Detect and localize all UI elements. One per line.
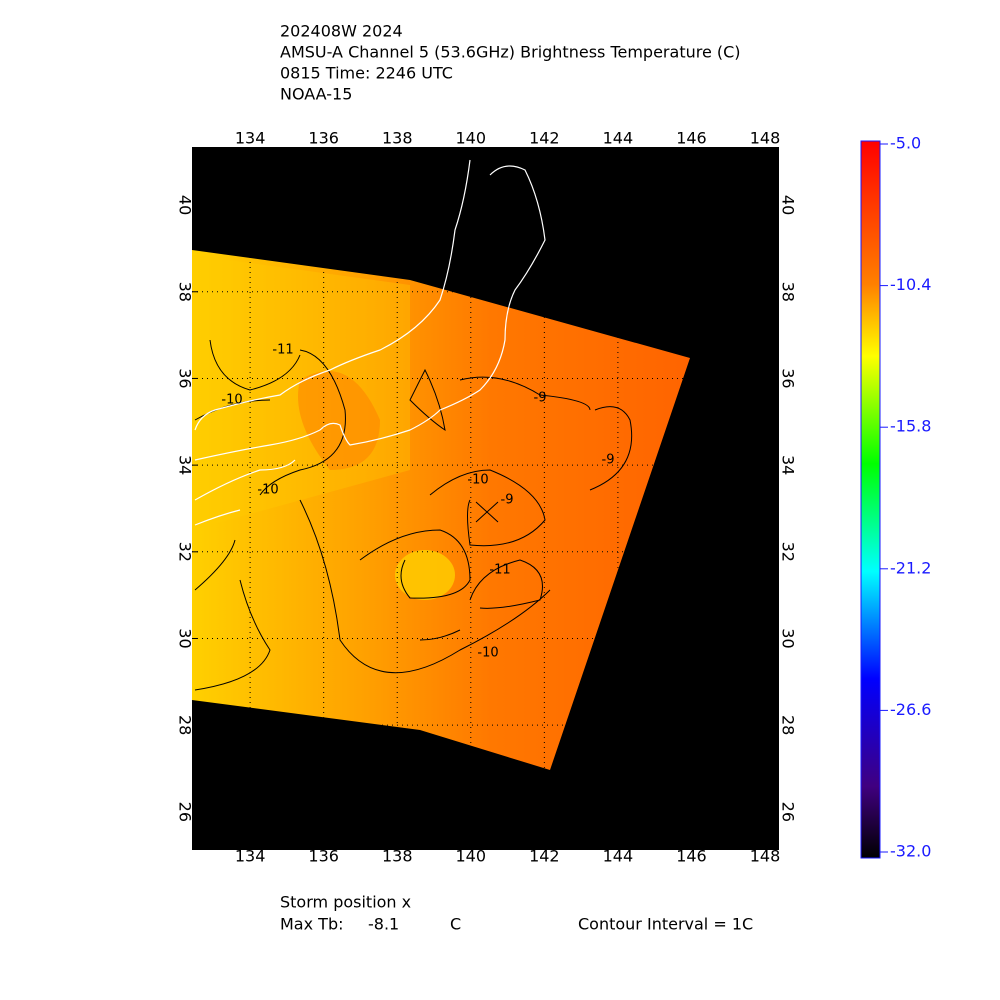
colorbar: -5.0 -10.4 -15.8 -21.2 -26.6 -32.0 (860, 134, 931, 861)
header: 202408W 2024 AMSU-A Channel 5 (53.6GHz) … (280, 22, 741, 104)
colorbar-scale (860, 140, 881, 859)
contour-label: -11 (489, 563, 510, 578)
warm-area (298, 371, 380, 470)
header-line: 0815 Time: 2246 UTC (280, 64, 453, 83)
y-tick-label: 30 (779, 628, 798, 648)
x-tick-label: 140 (456, 847, 487, 866)
contour-label: -10 (477, 646, 498, 661)
contour-label: -9 (534, 391, 547, 406)
x-tick-label: 144 (603, 847, 634, 866)
x-tick-label: 146 (676, 129, 707, 148)
colorbar-tick-label: -5.0 (890, 134, 921, 153)
colorbar-tick-label: -26.6 (890, 700, 931, 719)
map: -11 -10 -10 -9 -9 -10 -9 -11 -10 (192, 147, 779, 850)
x-tick-label: 142 (529, 847, 560, 866)
y-tick-label: 38 (779, 282, 798, 302)
header-line: AMSU-A Channel 5 (53.6GHz) Brightness Te… (280, 43, 741, 62)
contour-label: -10 (257, 483, 278, 498)
x-tick-label: 144 (603, 129, 634, 148)
coastline (194, 159, 546, 526)
y-tick-label: 26 (779, 802, 798, 822)
x-tick-label: 136 (308, 847, 339, 866)
header-line: 202408W 2024 (280, 22, 403, 41)
x-tick-label: 142 (529, 129, 560, 148)
y-tick-label: 36 (176, 368, 195, 388)
x-tick-label: 136 (308, 129, 339, 148)
x-tick-label: 146 (676, 847, 707, 866)
header-line: NOAA-15 (280, 85, 352, 104)
y-tick-label: 40 (176, 195, 195, 215)
contour-label: -9 (501, 493, 514, 508)
colorbar-tick-label: -15.8 (890, 417, 931, 436)
x-tick-label: 138 (382, 129, 413, 148)
colorbar-tick-label: -21.2 (890, 558, 931, 577)
y-tick-label: 38 (176, 282, 195, 302)
x-tick-label: 134 (235, 847, 266, 866)
y-tick-label: 32 (176, 542, 195, 562)
contour-label: -10 (221, 393, 242, 408)
max-label: Max Tb: (280, 915, 343, 934)
x-tick-label: 138 (382, 847, 413, 866)
contour-interval: Contour Interval = 1C (578, 915, 753, 934)
max-value: -8.1 (368, 915, 399, 934)
x-tick-label: 134 (235, 129, 266, 148)
colorbar-tick-label: -10.4 (890, 275, 931, 294)
cool-area (192, 255, 410, 530)
cool-area (395, 550, 455, 600)
y-tick-label: 34 (779, 455, 798, 475)
x-tick-label: 148 (750, 129, 781, 148)
x-tick-label: 140 (456, 129, 487, 148)
max-unit: C (450, 915, 461, 934)
footer: Storm position x Max Tb: -8.1 C Contour … (280, 893, 753, 934)
y-tick-label: 28 (779, 715, 798, 735)
y-tick-label: 26 (176, 802, 195, 822)
contour-label: -9 (602, 453, 615, 468)
y-tick-label: 32 (779, 542, 798, 562)
storm-label: Storm position x (280, 893, 411, 912)
y-tick-label: 30 (176, 628, 195, 648)
y-tick-label: 34 (176, 455, 195, 475)
colorbar-tick-label: -32.0 (890, 842, 931, 861)
contour-label: -11 (272, 343, 293, 358)
contour-label: -10 (467, 473, 488, 488)
y-tick-label: 36 (779, 368, 798, 388)
x-tick-label: 148 (750, 847, 781, 866)
storm-position (475, 501, 499, 523)
y-tick-label: 40 (779, 195, 798, 215)
y-tick-label: 28 (176, 715, 195, 735)
